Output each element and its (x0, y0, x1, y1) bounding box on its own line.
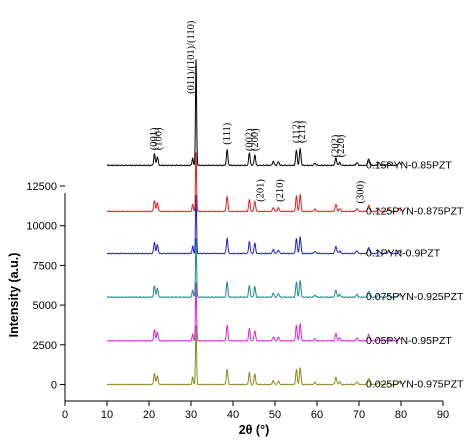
series-label-2: 0.075PYN-0.925PZT (366, 291, 464, 303)
y-ticks: 0 2500 5000 7500 10000 12500 (26, 181, 65, 392)
series-line-1 (106, 282, 402, 342)
peak-annotation: (111) (222, 122, 233, 144)
peak-annotation: (201) (256, 179, 267, 202)
x-tick-label: 0 (62, 409, 68, 421)
x-tick-label: 50 (269, 409, 281, 421)
y-axis-title: Intensity (a.u.) (7, 253, 21, 338)
y-tick-label: 5000 (33, 300, 57, 312)
series-line-5 (106, 59, 402, 167)
series-line-4 (106, 152, 402, 213)
x-axis-title: 2θ (°) (239, 423, 270, 437)
peak-annotation: (001) (149, 127, 160, 150)
x-tick-label: 40 (227, 409, 239, 421)
series-label-1: 0.05PYN-0.95PZT (366, 335, 452, 347)
series-label-5: 0.15PYN-0.85PZT (366, 159, 452, 171)
series-line-0 (106, 325, 402, 386)
x-tick-label: 60 (311, 409, 323, 421)
series-line-2 (106, 238, 402, 299)
series-layer (106, 59, 402, 386)
peak-annotation: (300) (356, 180, 367, 203)
x-ticks: 0 10 20 30 40 50 60 70 80 90 (62, 401, 449, 421)
axes (64, 193, 443, 402)
x-tick-label: 30 (185, 409, 197, 421)
x-tick-label: 10 (101, 409, 113, 421)
annotation-layer: (001)(100)(011)/(101)/(110)(111) (002)(20… (149, 20, 367, 203)
x-tick-label: 80 (395, 409, 407, 421)
x-tick-label: 20 (143, 409, 155, 421)
peak-annotation: (210) (275, 179, 286, 202)
peak-annotation: (211) (297, 120, 308, 143)
peak-annotation: (220) (336, 134, 347, 157)
series-label-3: 0.1PYN-0.9PZT (366, 247, 441, 259)
y-tick-label: 2500 (33, 340, 57, 352)
x-tick-label: 70 (353, 409, 365, 421)
peak-annotation: (100) (154, 127, 165, 150)
peak-annotation: (112) (291, 120, 302, 143)
y-tick-label: 12500 (26, 181, 57, 193)
x-tick-label: 90 (437, 409, 449, 421)
series-labels: 0.025PYN-0.975PZT 0.05PYN-0.95PZT 0.075PYN… (366, 159, 464, 390)
peak-annotation: (011)/(101)/(110) (186, 20, 197, 94)
y-tick-label: 10000 (26, 221, 57, 233)
series-line-3 (106, 194, 402, 255)
peak-annotation: (200) (250, 128, 261, 151)
peak-annotation: (002) (244, 128, 255, 151)
series-label-4: 0.125PYN-0.875PZT (366, 205, 464, 217)
peak-annotation: (202) (330, 134, 341, 157)
series-label-0: 0.025PYN-0.975PZT (366, 379, 464, 391)
y-tick-label: 7500 (33, 260, 57, 272)
y-tick-label: 0 (51, 380, 57, 392)
